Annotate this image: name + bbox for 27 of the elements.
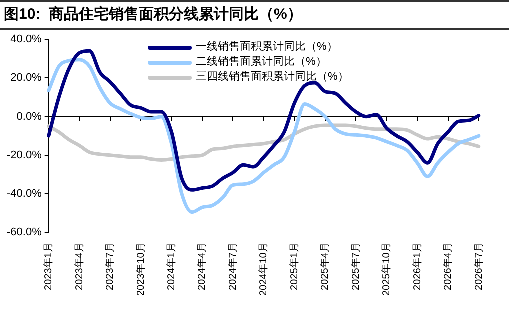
x-tick-label: 2023年10月 <box>134 242 147 296</box>
line-series <box>47 58 481 214</box>
x-tick-label: 2025年10月 <box>380 242 393 296</box>
x-tick-label: 2023年7月 <box>104 242 116 290</box>
legend-label: 三四线销售面积累计同比（%） <box>196 70 349 85</box>
y-tick-label: 20.0% <box>10 72 42 84</box>
chart-title: 图10: 商品住宅销售面积分线累计同比（%） <box>0 0 509 30</box>
x-tick-label: 2025年4月 <box>319 242 332 290</box>
legend-label: 二线销售面累计同比（%） <box>196 55 327 70</box>
x-tick-label: 2025年7月 <box>350 242 362 290</box>
x-tick-label: 2024年1月 <box>166 242 178 290</box>
y-tick-label: -20.0% <box>6 149 42 162</box>
y-tick-label: 0.0% <box>16 110 42 123</box>
y-tick-label: 40.0% <box>10 34 42 46</box>
x-tick-label: 2026年4月 <box>442 242 454 290</box>
x-tick-label: 2023年4月 <box>73 242 86 290</box>
x-tick-label: 2023年1月 <box>42 242 55 290</box>
line-series <box>47 124 481 162</box>
x-tick-label: 2024年7月 <box>226 242 239 290</box>
y-tick-label: -60.0% <box>6 226 42 239</box>
x-tick-label: 2026年7月 <box>472 242 485 290</box>
x-tick-label: 2024年10月 <box>258 242 270 296</box>
legend-label: 一线销售面积累计同比（%） <box>196 40 338 55</box>
x-tick-label: 2025年1月 <box>288 242 300 290</box>
x-tick-label: 2026年1月 <box>411 242 424 290</box>
x-tick-label: 2024年4月 <box>196 242 208 290</box>
y-tick-label: -40.0% <box>6 188 42 200</box>
